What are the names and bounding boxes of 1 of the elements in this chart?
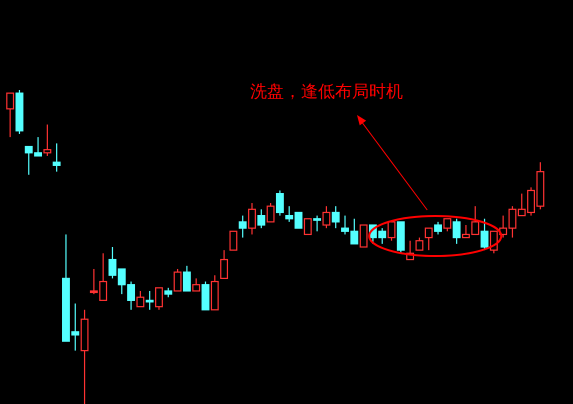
annotation: 洗盘，逢低布局时机 [250, 82, 403, 102]
